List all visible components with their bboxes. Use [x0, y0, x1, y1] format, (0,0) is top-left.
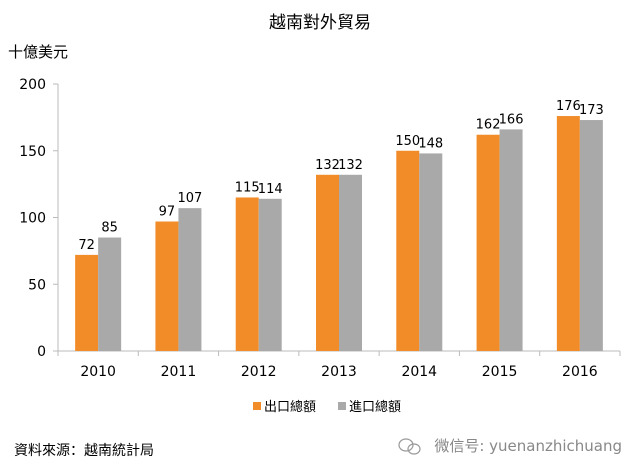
data-label: 132 [315, 158, 340, 173]
data-label: 72 [78, 238, 95, 253]
x-tick-label: 2012 [241, 364, 277, 380]
data-label: 115 [235, 180, 260, 195]
y-tick-label: 0 [37, 344, 46, 360]
bar-export [235, 197, 259, 351]
x-tick-label: 2011 [161, 364, 197, 380]
y-tick-label: 200 [19, 77, 46, 93]
y-tick-label: 100 [19, 211, 46, 227]
bar-import [579, 120, 603, 351]
data-label: 176 [556, 99, 581, 114]
x-tick-label: 2013 [321, 364, 357, 380]
bar-export [556, 116, 580, 351]
y-tick-label: 50 [28, 277, 46, 293]
bar-import [178, 208, 202, 351]
data-label: 150 [395, 134, 420, 149]
data-label: 114 [258, 182, 283, 197]
x-tick-label: 2015 [482, 364, 518, 380]
bar-export [316, 174, 339, 351]
wechat-icon [398, 438, 421, 455]
bar-export [396, 150, 420, 351]
bar-import [258, 198, 282, 351]
data-label: 162 [476, 118, 501, 133]
wechat-id: 微信号: yuenanzhichuang [434, 437, 622, 455]
bar-export [75, 254, 99, 351]
y-axis-label: 十億美元 [8, 43, 68, 61]
data-label: 148 [418, 136, 443, 151]
legend: 出口總額 進口總額 [253, 399, 401, 415]
data-label: 166 [499, 112, 524, 127]
chart-title: 越南對外貿易 [269, 13, 371, 33]
x-tick-label: 2016 [562, 364, 598, 380]
legend-swatch [253, 402, 261, 410]
legend-label: 出口總額 [264, 399, 316, 415]
bar-import [98, 237, 122, 351]
data-label: 132 [338, 158, 363, 173]
x-tick-label: 2014 [401, 364, 437, 380]
data-label: 173 [579, 103, 604, 118]
bar-export [155, 221, 179, 351]
bar-import [339, 174, 362, 351]
source-note: 資料來源：越南統計局 [14, 443, 154, 459]
data-label: 97 [159, 205, 176, 220]
bar-import [499, 129, 523, 351]
legend-swatch [338, 402, 346, 410]
legend-label: 進口總額 [349, 399, 401, 415]
bar-import [419, 153, 443, 351]
data-label: 107 [178, 191, 203, 206]
bar-export [476, 134, 500, 351]
data-label: 85 [101, 221, 118, 236]
x-tick-label: 2010 [80, 364, 116, 380]
y-tick-label: 150 [19, 144, 46, 160]
